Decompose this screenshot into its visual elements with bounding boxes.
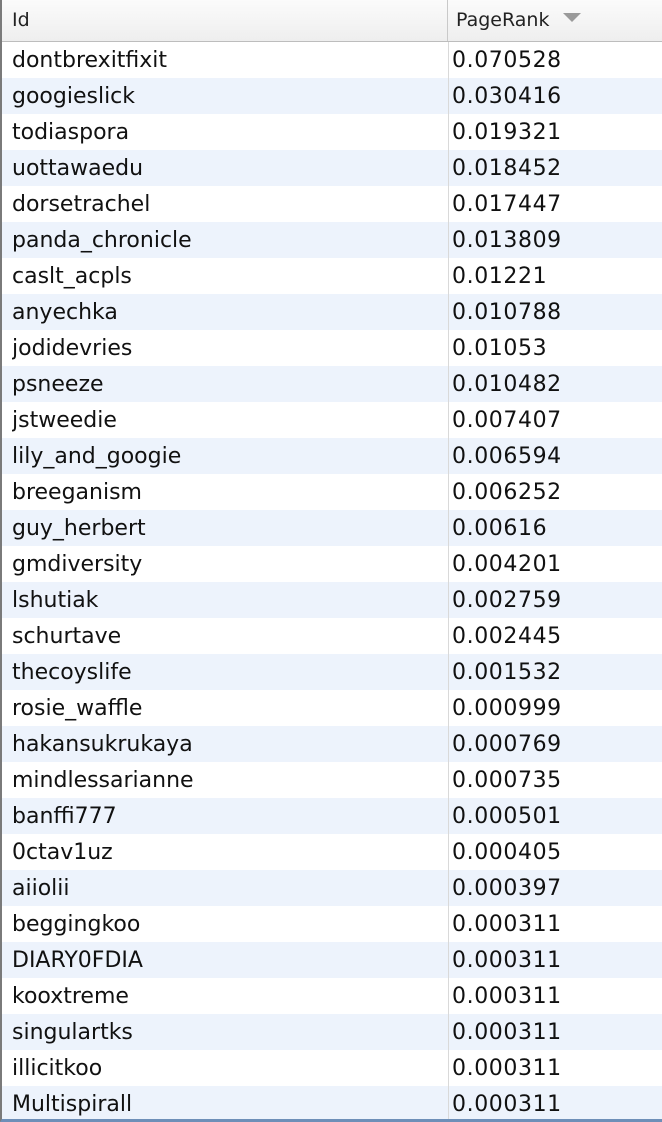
cell-pagerank: 0.013809 — [452, 228, 562, 253]
cell-id: lily_and_googie — [12, 444, 182, 469]
cell-pagerank: 0.017447 — [452, 192, 562, 217]
cell-pagerank: 0.001532 — [452, 660, 562, 685]
table-row[interactable]: hakansukrukaya 0.000769 — [2, 726, 662, 762]
table-body: dontbrexitfixit 0.070528 googieslick 0.0304… — [2, 42, 662, 1119]
table-row[interactable]: thecoyslife 0.001532 — [2, 654, 662, 690]
table-row[interactable]: lshutiak 0.002759 — [2, 582, 662, 618]
cell-pagerank: 0.018452 — [452, 156, 562, 181]
cell-id: uottawaedu — [12, 156, 144, 181]
cell-id: jodidevries — [12, 336, 133, 361]
column-header-pagerank[interactable]: PageRank — [448, 0, 662, 41]
cell-pagerank: 0.007407 — [452, 408, 562, 433]
cell-id: DIARY0FDIA — [12, 948, 143, 973]
cell-pagerank: 0.006594 — [452, 444, 562, 469]
cell-pagerank: 0.002445 — [452, 624, 562, 649]
table-row[interactable]: lily_and_googie 0.006594 — [2, 438, 662, 474]
table-row[interactable]: jodidevries 0.01053 — [2, 330, 662, 366]
cell-pagerank: 0.000999 — [452, 696, 562, 721]
cell-pagerank: 0.000311 — [452, 1020, 562, 1045]
cell-id: 0ctav1uz — [12, 840, 113, 865]
table-row[interactable]: googieslick 0.030416 — [2, 78, 662, 114]
table-row[interactable]: DIARY0FDIA 0.000311 — [2, 942, 662, 978]
cell-pagerank: 0.000311 — [452, 948, 562, 973]
table-row[interactable]: Multispirall 0.000311 — [2, 1086, 662, 1119]
cell-id: thecoyslife — [12, 660, 132, 685]
table-row[interactable]: dontbrexitfixit 0.070528 — [2, 42, 662, 78]
cell-pagerank: 0.000311 — [452, 912, 562, 937]
table-row[interactable]: todiaspora 0.019321 — [2, 114, 662, 150]
cell-id: todiaspora — [12, 120, 130, 145]
cell-id: dontbrexitfixit — [12, 48, 168, 73]
table-row[interactable]: beggingkoo 0.000311 — [2, 906, 662, 942]
table-row[interactable]: gmdiversity 0.004201 — [2, 546, 662, 582]
cell-id: dorsetrachel — [12, 192, 151, 217]
column-header-label: PageRank — [456, 9, 550, 31]
table-row[interactable]: schurtave 0.002445 — [2, 618, 662, 654]
cell-pagerank: 0.010788 — [452, 300, 562, 325]
cell-id: rosie_waffle — [12, 696, 143, 721]
cell-pagerank: 0.01053 — [452, 336, 548, 361]
sort-descending-icon — [563, 13, 582, 22]
cell-id: banffi777 — [12, 804, 117, 829]
table-header: Id PageRank — [2, 0, 662, 42]
cell-id: caslt_acpls — [12, 264, 132, 289]
cell-pagerank: 0.00616 — [452, 516, 548, 541]
cell-pagerank: 0.000311 — [452, 1092, 562, 1117]
table-row[interactable]: aiiolii 0.000397 — [2, 870, 662, 906]
cell-id: panda_chronicle — [12, 228, 192, 253]
cell-id: gmdiversity — [12, 552, 143, 577]
cell-id: aiiolii — [12, 876, 70, 901]
table-row[interactable]: mindlessarianne 0.000735 — [2, 762, 662, 798]
table-row[interactable]: illicitkoo 0.000311 — [2, 1050, 662, 1086]
cell-pagerank: 0.030416 — [452, 84, 562, 109]
column-header-id[interactable]: Id — [2, 0, 448, 41]
cell-id: mindlessarianne — [12, 768, 194, 793]
table-row[interactable]: rosie_waffle 0.000999 — [2, 690, 662, 726]
cell-pagerank: 0.002759 — [452, 588, 562, 613]
cell-id: beggingkoo — [12, 912, 141, 937]
cell-pagerank: 0.000769 — [452, 732, 562, 757]
table-row[interactable]: jstweedie 0.007407 — [2, 402, 662, 438]
cell-id: guy_herbert — [12, 516, 146, 541]
cell-pagerank: 0.01221 — [452, 264, 548, 289]
column-divider — [448, 42, 449, 1119]
table-row[interactable]: caslt_acpls 0.01221 — [2, 258, 662, 294]
cell-id: jstweedie — [12, 408, 117, 433]
cell-pagerank: 0.000735 — [452, 768, 562, 793]
table-row[interactable]: 0ctav1uz 0.000405 — [2, 834, 662, 870]
cell-id: schurtave — [12, 624, 122, 649]
cell-id: Multispirall — [12, 1092, 133, 1117]
cell-pagerank: 0.000405 — [452, 840, 562, 865]
cell-pagerank: 0.004201 — [452, 552, 562, 577]
cell-pagerank: 0.000397 — [452, 876, 562, 901]
table-row[interactable]: breeganism 0.006252 — [2, 474, 662, 510]
cell-id: singulartks — [12, 1020, 133, 1045]
table-row[interactable]: singulartks 0.000311 — [2, 1014, 662, 1050]
table-row[interactable]: panda_chronicle 0.013809 — [2, 222, 662, 258]
cell-pagerank: 0.006252 — [452, 480, 562, 505]
cell-id: psneeze — [12, 372, 104, 397]
cell-pagerank: 0.000311 — [452, 1056, 562, 1081]
cell-id: googieslick — [12, 84, 136, 109]
cell-id: kooxtreme — [12, 984, 129, 1009]
cell-id: hakansukrukaya — [12, 732, 193, 757]
table-row[interactable]: banffi777 0.000501 — [2, 798, 662, 834]
table-row[interactable]: psneeze 0.010482 — [2, 366, 662, 402]
cell-pagerank: 0.000501 — [452, 804, 562, 829]
table-row[interactable]: guy_herbert 0.00616 — [2, 510, 662, 546]
cell-id: illicitkoo — [12, 1056, 103, 1081]
table-row[interactable]: anyechka 0.010788 — [2, 294, 662, 330]
table-row[interactable]: uottawaedu 0.018452 — [2, 150, 662, 186]
table-row[interactable]: kooxtreme 0.000311 — [2, 978, 662, 1014]
cell-pagerank: 0.000311 — [452, 984, 562, 1009]
cell-id: anyechka — [12, 300, 118, 325]
cell-pagerank: 0.010482 — [452, 372, 562, 397]
cell-pagerank: 0.070528 — [452, 48, 562, 73]
cell-id: breeganism — [12, 480, 142, 505]
table-row[interactable]: dorsetrachel 0.017447 — [2, 186, 662, 222]
cell-pagerank: 0.019321 — [452, 120, 562, 145]
cell-id: lshutiak — [12, 588, 99, 613]
column-header-label: Id — [12, 9, 30, 31]
